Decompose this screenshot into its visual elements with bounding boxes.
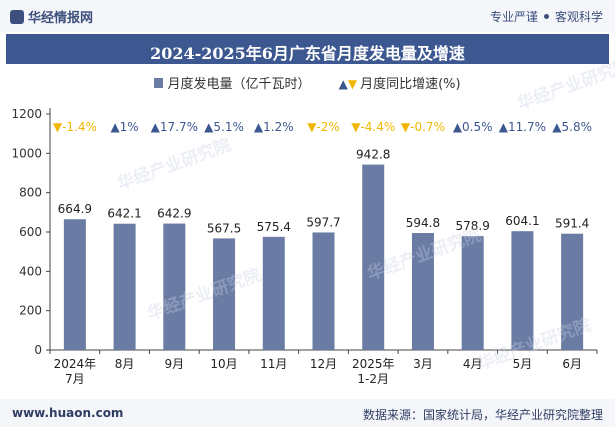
growth-rate-value: 1% <box>120 120 139 134</box>
growth-rate-value: 0.5% <box>462 120 493 134</box>
up-triangle-icon: ▲ <box>453 120 463 134</box>
growth-rate-label: ▲0.5% <box>453 120 493 134</box>
growth-rate-value: -4.4% <box>360 120 395 134</box>
x-tick-label: 10月 <box>210 357 237 371</box>
bar-value-label: 594.8 <box>406 216 440 230</box>
x-tick-label: 11月 <box>260 357 287 371</box>
bar-value-label: 575.4 <box>257 220 291 234</box>
growth-rate-label: ▼-4.4% <box>351 120 395 134</box>
bar-value-label: 642.9 <box>157 207 191 221</box>
bar-value-label: 578.9 <box>456 219 490 233</box>
brand-name: 华经情报网 <box>28 11 94 26</box>
bar-value-label: 567.5 <box>207 221 241 235</box>
tagline-left: 专业严谨 <box>489 10 538 24</box>
down-triangle-icon: ▼ <box>347 77 358 91</box>
x-tick-label: 4月 <box>463 357 483 371</box>
growth-rate-label: ▼-0.7% <box>401 120 445 134</box>
up-triangle-icon: ▲ <box>110 120 120 134</box>
bar <box>113 223 136 350</box>
legend-bar-label: 月度发电量（亿千瓦时） <box>167 77 311 92</box>
growth-rate-label: ▼-2% <box>307 120 340 134</box>
bar-value-label: 604.1 <box>505 214 539 228</box>
growth-rate-value: 11.7% <box>508 120 546 134</box>
y-tick-label: 0 <box>34 343 42 357</box>
growth-rate-label: ▲17.7% <box>151 120 198 134</box>
y-tick-label: 800 <box>19 186 42 200</box>
y-tick-label: 200 <box>19 304 42 318</box>
down-triangle-icon: ▼ <box>53 120 63 134</box>
growth-rate-value: 5.8% <box>562 120 593 134</box>
watermark-text: 华经产业研究院 <box>145 264 264 324</box>
bar <box>411 233 434 350</box>
bar <box>461 236 484 350</box>
growth-rate-label: ▲11.7% <box>499 120 546 134</box>
growth-rate-value: -2% <box>316 120 339 134</box>
growth-rate-label: ▲5.1% <box>204 120 244 134</box>
up-triangle-icon: ▲ <box>254 120 264 134</box>
bar <box>511 231 534 350</box>
brand-logo-icon <box>10 10 24 24</box>
down-triangle-icon: ▼ <box>401 120 411 134</box>
growth-rate-label: ▲5.8% <box>552 120 592 134</box>
y-tick-label: 600 <box>19 225 42 239</box>
growth-rate-value: 1.2% <box>263 120 294 134</box>
bar-value-label: 942.8 <box>356 148 390 162</box>
up-triangle-icon: ▲ <box>151 120 161 134</box>
footer-source: 数据来源：国家统计局，华经产业研究院整理 <box>362 408 603 422</box>
bar <box>213 238 236 350</box>
bar-value-label: 664.9 <box>58 202 92 216</box>
x-tick-label: 8月 <box>115 357 135 371</box>
y-tick-label: 1000 <box>11 146 42 160</box>
chart-legend: 月度发电量（亿千瓦时） ▲▼ 月度同比增速(%) <box>0 73 615 92</box>
legend-item-growth: ▲▼ 月度同比增速(%) <box>339 73 461 92</box>
footer-site-link[interactable]: www.huaon.com <box>12 406 124 420</box>
x-tick-label: 3月 <box>413 357 433 371</box>
bar <box>561 233 584 350</box>
x-tick-label: 6月 <box>562 357 582 371</box>
x-tick-label: 12月 <box>310 357 337 371</box>
watermark-text: 华经产业研究院 <box>115 134 234 194</box>
growth-rate-label: ▲1.2% <box>254 120 294 134</box>
up-triangle-icon: ▲ <box>499 120 509 134</box>
growth-rate-label: ▼-1.4% <box>53 120 97 134</box>
legend-growth-label: 月度同比增速(%) <box>360 77 461 92</box>
growth-rate-value: 17.7% <box>160 120 198 134</box>
up-triangle-icon: ▲ <box>204 120 214 134</box>
x-tick-label: 5月 <box>513 357 533 371</box>
legend-bar-swatch <box>154 78 164 88</box>
footer-bar: www.huaon.com 数据来源：国家统计局，华经产业研究院整理 <box>0 399 615 427</box>
up-triangle-icon: ▲ <box>338 77 348 91</box>
header-bar: 华经情报网 专业严谨 客观科学 <box>0 0 615 32</box>
bar <box>163 223 186 350</box>
bullet-dot-icon <box>543 14 549 19</box>
growth-rate-label: ▲1% <box>110 120 138 134</box>
down-triangle-icon: ▼ <box>307 120 317 134</box>
y-tick-label: 400 <box>19 264 42 278</box>
growth-rate-value: -0.7% <box>410 120 445 134</box>
y-tick-label: 1200 <box>11 107 42 121</box>
x-tick-label: 2025年 1-2月 <box>352 357 395 386</box>
bar-value-label: 642.1 <box>107 207 141 221</box>
x-tick-label: 2024年 7月 <box>54 357 97 386</box>
tagline-right: 客观科学 <box>554 10 603 24</box>
bar <box>262 236 285 350</box>
bar <box>63 219 86 350</box>
growth-rate-value: 5.1% <box>213 120 244 134</box>
up-triangle-icon: ▲ <box>552 120 562 134</box>
legend-item-bar: 月度发电量（亿千瓦时） <box>154 73 310 92</box>
brand[interactable]: 华经情报网 <box>10 7 93 26</box>
bar-value-label: 591.4 <box>555 217 589 231</box>
bar-value-label: 597.7 <box>306 215 340 229</box>
growth-rate-value: -1.4% <box>62 120 97 134</box>
down-triangle-icon: ▼ <box>351 120 361 134</box>
chart-title-bar: 2024-2025年6月广东省月度发电量及增速 <box>6 34 609 64</box>
bar <box>362 164 385 350</box>
bar <box>312 232 335 350</box>
watermark-text: 华经产业研究院 <box>515 54 615 114</box>
tagline: 专业严谨 客观科学 <box>490 8 603 25</box>
chart-title: 2024-2025年6月广东省月度发电量及增速 <box>150 44 465 63</box>
x-tick-label: 9月 <box>164 357 184 371</box>
